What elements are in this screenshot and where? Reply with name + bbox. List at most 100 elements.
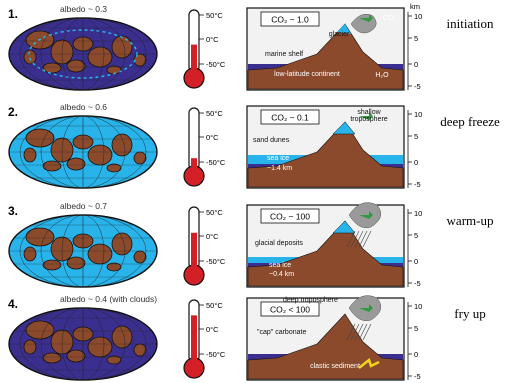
thermometer-tick-label: -50°C [206, 350, 226, 359]
km-tick-label: 10 [414, 110, 422, 119]
thermometer-mercury [191, 315, 197, 364]
map-gridline [19, 115, 147, 189]
map-continent [106, 262, 122, 272]
km-tick-label: 10 [414, 209, 422, 218]
profile-section [246, 105, 412, 189]
continent-profile [247, 23, 404, 90]
stage-label: initiation [447, 16, 494, 31]
profile-annotation: sea ice [267, 155, 289, 162]
stage-label: warm-up [447, 213, 494, 228]
continent-profile [247, 220, 404, 287]
clastic-arrow [358, 357, 380, 369]
panel-number: 1. [8, 7, 18, 21]
co2-box [260, 11, 320, 27]
panel-3: 3. albedo ~ 0.7 50°C 0°C -50°C CO₂ ~ 100 glaci… [8, 201, 493, 288]
world-map [8, 17, 158, 91]
co2-flag [359, 304, 373, 312]
thermometer-tick-label: 50°C [206, 208, 223, 217]
rain-streak [350, 323, 360, 341]
km-tick-label: -5 [414, 372, 421, 381]
map-continent [106, 163, 122, 173]
profile-section [246, 7, 412, 91]
profile-annotation: glacier [329, 31, 350, 38]
co2-box [260, 208, 320, 224]
profile-annotation: shallow [357, 109, 381, 116]
panel-1: 1. albedo ~ 0.3 50°C 0°C -50°C CO₂ ~ 1.0 glaci… [8, 2, 494, 91]
profile-section [246, 202, 412, 288]
thermometer-tick-label: -50°C [206, 158, 226, 167]
panel-number: 4. [8, 297, 18, 311]
map-continent [111, 35, 133, 59]
world-map [8, 115, 158, 189]
map-continent [23, 49, 37, 65]
albedo-label: albedo ~ 0.3 [60, 4, 107, 14]
panel-number: 2. [8, 105, 18, 119]
map-continent [42, 62, 62, 74]
thermometer-mercury [191, 232, 197, 271]
map-continent [66, 59, 86, 73]
rain-streak [354, 323, 364, 341]
co2-box [260, 301, 320, 317]
thermometer [183, 9, 205, 89]
map-continent [23, 246, 37, 262]
map-continent [66, 256, 86, 270]
world-map [8, 307, 158, 381]
albedo-label: albedo ~ 0.6 [60, 102, 107, 112]
km-tick-label: -5 [414, 180, 421, 189]
profile-annotation: CO₂ [383, 15, 397, 22]
rain-streak [358, 323, 368, 341]
map-continent [133, 343, 147, 357]
rain-streak [350, 230, 360, 248]
map-continent [42, 352, 62, 364]
map-continent [72, 36, 94, 52]
map-continent [25, 128, 55, 148]
map-continent [66, 349, 86, 363]
co2-flag [359, 14, 373, 22]
km-tick-label: 0 [414, 257, 418, 266]
panel-2: 2. albedo ~ 0.6 50°C 0°C -50°C CO₂ ~ 0.1 shall… [8, 102, 500, 189]
map-continent [72, 326, 94, 342]
thermometer-tick-label: -50°C [206, 257, 226, 266]
profile-annotation: troposphere [350, 116, 387, 123]
glacier-shape [337, 24, 351, 34]
map-continent [111, 325, 133, 349]
map-continent [72, 233, 94, 249]
map-continent [87, 336, 113, 358]
map-continent [133, 250, 147, 264]
thermometer-tick-label: 50°C [206, 301, 223, 310]
map-gridline [19, 17, 147, 91]
km-tick-label: 0 [414, 158, 418, 167]
profile-annotation: H₂O [375, 72, 389, 79]
thermometer-tick-label: 50°C [206, 11, 223, 20]
co2-value: CO₂ ~ 100 [270, 212, 310, 222]
map-continent [106, 355, 122, 365]
map-continent [87, 243, 113, 265]
profile-annotation: clastic sediment [310, 363, 360, 370]
thermometer [183, 107, 205, 187]
thermometer [183, 299, 205, 379]
map-continent [133, 151, 147, 165]
km-tick-label: 0 [414, 350, 418, 359]
rain-streak [354, 230, 364, 248]
profile-annotation: ~1.4 km [267, 165, 292, 172]
map-continent [87, 46, 113, 68]
world-map [8, 214, 158, 288]
co2-flag [359, 211, 373, 219]
albedo-label: albedo ~ 0.4 (with clouds) [60, 294, 157, 304]
profile-annotation: ~0.4 km [269, 271, 294, 278]
map-continent [72, 134, 94, 150]
ice-cap [332, 220, 356, 234]
map-continent [111, 133, 133, 157]
map-gridline [19, 307, 147, 381]
co2-box [260, 109, 320, 125]
ice-cap [332, 121, 356, 135]
rain-streak [346, 230, 356, 248]
map-continent [25, 227, 55, 247]
map-continent [66, 157, 86, 171]
profile-annotation: marine shelf [265, 51, 303, 58]
panel-number: 3. [8, 204, 18, 218]
km-tick-label: 0 [414, 60, 418, 69]
profile-annotation: low-latitude continent [274, 71, 340, 78]
